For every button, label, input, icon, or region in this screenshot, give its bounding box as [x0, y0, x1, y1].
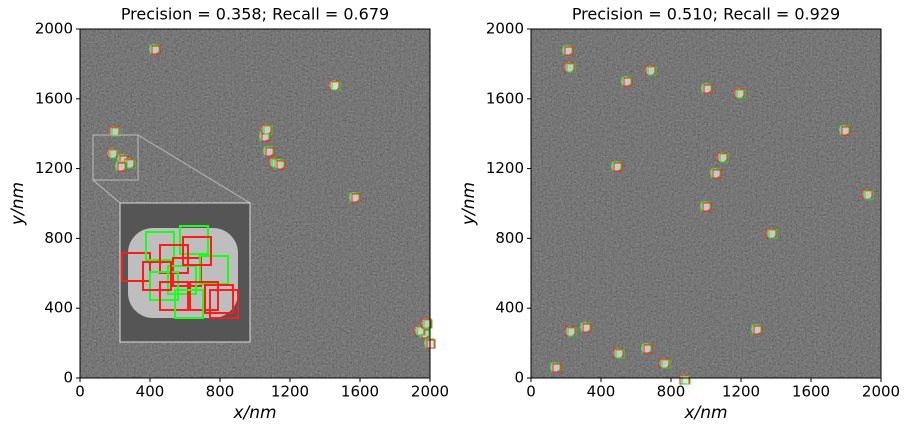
panel: 0 400 800 1200 1600 2000 0 400 800 1200 1600 2000 Pr… — [8, 5, 449, 424]
y-axis-label: y/nm — [459, 182, 479, 226]
x-axis-label: x/nm — [683, 403, 727, 423]
y-axis-label: y/nm — [8, 182, 28, 226]
detection-box — [552, 363, 562, 373]
x-axis-label: x/nm — [232, 403, 276, 423]
x-tick-label: 0 — [75, 383, 85, 401]
x-tick-label: 400 — [136, 383, 165, 401]
y-tick-label: 1600 — [35, 89, 73, 107]
detection-box — [681, 375, 691, 385]
inset-box — [142, 261, 172, 291]
detection-box — [719, 153, 729, 163]
x-tick-label: 1200 — [271, 383, 309, 401]
panel-title: Precision = 0.358; Recall = 0.679 — [121, 5, 389, 24]
y-tick-label: 400 — [495, 299, 524, 317]
y-tick-label: 1200 — [35, 159, 73, 177]
inset-box — [179, 225, 209, 255]
inset-box — [174, 289, 204, 319]
x-tick-label: 2000 — [411, 383, 449, 401]
inset-box — [182, 236, 212, 266]
x-tick-label: 400 — [587, 383, 616, 401]
y-tick-label: 0 — [514, 369, 524, 387]
detection-box — [111, 127, 121, 137]
inset-box — [209, 289, 239, 319]
detection-box — [643, 344, 653, 354]
detection-box — [736, 89, 746, 99]
detection-box — [265, 147, 275, 157]
x-tick-label: 1200 — [722, 383, 760, 401]
y-tick-label: 1200 — [486, 159, 524, 177]
detection-box — [566, 63, 576, 73]
detection-box — [712, 169, 722, 179]
x-tick-label: 2000 — [862, 383, 900, 401]
inset-box — [121, 252, 151, 282]
detection-box — [426, 339, 436, 349]
axes-frame — [79, 28, 431, 379]
detection-box — [753, 325, 763, 335]
axes-frame — [530, 28, 882, 379]
x-tick-label: 0 — [526, 383, 536, 401]
x-tick-label: 800 — [657, 383, 686, 401]
detection-box — [126, 159, 136, 169]
detection-box — [564, 46, 574, 56]
detection-box — [613, 162, 623, 172]
inset-connector — [137, 134, 251, 204]
detection-box — [841, 126, 851, 136]
y-tick-label: 800 — [44, 229, 73, 247]
inset-box — [149, 271, 179, 301]
detection-box — [351, 193, 361, 203]
inset-connector — [92, 179, 121, 204]
inset-source — [92, 134, 139, 181]
detection-box — [661, 359, 671, 369]
y-tick-label: 800 — [495, 229, 524, 247]
detection-box — [263, 125, 273, 135]
detection-box — [151, 45, 161, 55]
detection-box — [567, 327, 577, 337]
x-tick-label: 1600 — [792, 383, 830, 401]
detection-box — [615, 349, 625, 359]
detection-box — [423, 319, 433, 329]
detection-box — [276, 160, 286, 170]
y-tick-label: 2000 — [486, 20, 524, 38]
y-tick-label: 400 — [44, 299, 73, 317]
detection-box — [109, 149, 119, 159]
y-tick-label: 0 — [63, 369, 73, 387]
detection-box — [702, 202, 712, 212]
y-tick-label: 1600 — [486, 89, 524, 107]
panel-title: Precision = 0.510; Recall = 0.929 — [572, 5, 840, 24]
detection-box — [703, 84, 713, 94]
detection-box — [582, 323, 592, 333]
x-tick-label: 800 — [206, 383, 235, 401]
detection-box — [864, 190, 874, 200]
panel: 0 400 800 1200 1600 2000 0 400 800 1200 1600 2000 Pr… — [459, 5, 900, 424]
detection-box — [768, 229, 778, 239]
detection-box — [647, 66, 657, 76]
inset-box — [204, 284, 234, 314]
detection-box — [416, 326, 426, 336]
y-tick-label: 2000 — [35, 20, 73, 38]
detection-box — [331, 81, 341, 91]
detection-box — [117, 162, 127, 172]
x-tick-label: 1600 — [341, 383, 379, 401]
detection-box — [623, 77, 633, 87]
